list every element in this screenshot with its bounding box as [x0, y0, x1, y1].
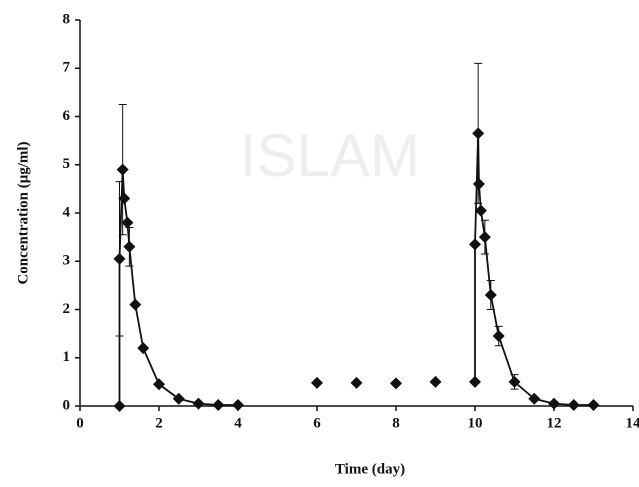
marker: [469, 375, 481, 388]
x-tick-label: 8: [392, 415, 400, 431]
marker: [484, 289, 497, 302]
marker: [232, 399, 244, 412]
x-tick-label: 14: [626, 415, 639, 431]
marker: [116, 163, 129, 176]
marker: [472, 178, 485, 191]
y-axis-label: Concentration (μg/ml): [15, 141, 31, 284]
marker: [390, 377, 402, 390]
marker: [508, 375, 521, 388]
y-tick-label: 3: [63, 253, 71, 269]
marker: [129, 298, 142, 311]
x-tick-label: 2: [155, 415, 163, 431]
series-line: [118, 169, 238, 406]
marker: [172, 392, 185, 405]
marker: [587, 399, 600, 412]
marker: [474, 204, 487, 217]
marker: [113, 252, 126, 265]
x-tick-label: 10: [468, 415, 483, 431]
y-tick-label: 8: [63, 11, 71, 27]
marker: [429, 375, 442, 388]
marker: [123, 240, 136, 253]
y-tick-label: 1: [63, 349, 71, 365]
marker: [113, 400, 126, 412]
marker: [137, 342, 150, 355]
marker: [478, 231, 491, 244]
y-tick-label: 5: [63, 156, 71, 172]
y-tick-label: 6: [63, 108, 71, 124]
y-tick-label: 0: [63, 397, 71, 413]
marker: [212, 399, 225, 412]
marker: [350, 376, 363, 389]
marker: [153, 378, 165, 391]
watermark: ISLAM: [240, 122, 420, 189]
y-tick-label: 2: [63, 301, 71, 317]
marker: [528, 392, 541, 405]
y-tick-label: 4: [63, 204, 71, 220]
marker: [567, 399, 580, 412]
marker: [118, 192, 131, 205]
x-tick-label: 4: [234, 415, 242, 431]
marker: [472, 127, 485, 140]
series-line: [474, 133, 594, 406]
marker: [548, 397, 560, 410]
x-tick-label: 6: [313, 415, 321, 431]
x-axis-label: Time (day): [335, 461, 405, 477]
x-tick-label: 12: [547, 415, 562, 431]
marker: [492, 330, 505, 343]
marker: [469, 238, 481, 251]
x-tick-label: 0: [76, 415, 84, 431]
y-tick-label: 7: [63, 60, 71, 76]
marker: [311, 376, 323, 389]
marker: [121, 216, 134, 229]
marker: [192, 397, 205, 410]
